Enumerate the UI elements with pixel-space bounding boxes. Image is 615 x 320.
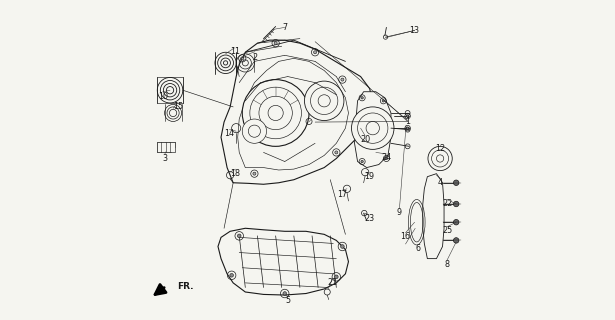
Text: 15: 15 xyxy=(173,102,183,111)
Polygon shape xyxy=(218,228,349,295)
Circle shape xyxy=(453,238,459,243)
Circle shape xyxy=(407,115,409,117)
Circle shape xyxy=(361,97,363,99)
Circle shape xyxy=(382,100,384,102)
Text: 19: 19 xyxy=(364,172,374,180)
Bar xyxy=(157,142,175,152)
Text: 10: 10 xyxy=(158,92,168,101)
Text: 22: 22 xyxy=(442,199,452,208)
Circle shape xyxy=(240,57,244,60)
Circle shape xyxy=(341,245,344,248)
Polygon shape xyxy=(423,174,444,259)
Text: 1: 1 xyxy=(405,117,410,126)
Text: 3: 3 xyxy=(162,154,167,163)
Text: 12: 12 xyxy=(435,144,445,153)
Text: 17: 17 xyxy=(337,190,347,199)
Circle shape xyxy=(453,201,459,207)
Circle shape xyxy=(242,80,309,146)
Circle shape xyxy=(237,234,241,238)
Text: 18: 18 xyxy=(231,169,240,178)
Text: 14: 14 xyxy=(224,129,234,138)
Text: 2: 2 xyxy=(252,53,258,62)
Text: 9: 9 xyxy=(397,208,402,217)
Polygon shape xyxy=(157,142,175,152)
Text: 11: 11 xyxy=(229,47,240,56)
Circle shape xyxy=(341,78,344,81)
Text: 13: 13 xyxy=(410,26,419,35)
Circle shape xyxy=(304,81,344,121)
Text: 7: 7 xyxy=(282,23,287,32)
Text: 20: 20 xyxy=(360,135,370,144)
Text: 5: 5 xyxy=(285,296,290,305)
Text: FR.: FR. xyxy=(177,282,194,291)
Circle shape xyxy=(352,107,394,149)
Text: 21: 21 xyxy=(328,278,338,287)
Circle shape xyxy=(453,180,459,186)
Circle shape xyxy=(361,160,363,163)
Polygon shape xyxy=(221,40,373,184)
Text: 4: 4 xyxy=(438,178,443,187)
Text: 23: 23 xyxy=(364,214,374,223)
Polygon shape xyxy=(354,92,391,168)
Circle shape xyxy=(453,220,459,225)
Circle shape xyxy=(407,127,409,129)
Circle shape xyxy=(253,172,256,175)
Text: 6: 6 xyxy=(416,244,421,253)
Circle shape xyxy=(428,146,452,171)
Circle shape xyxy=(274,42,277,45)
Circle shape xyxy=(230,274,234,277)
Text: 25: 25 xyxy=(442,226,452,235)
Circle shape xyxy=(242,119,266,143)
Text: 16: 16 xyxy=(400,232,410,241)
Circle shape xyxy=(335,151,338,154)
Circle shape xyxy=(283,292,287,295)
Circle shape xyxy=(314,51,317,54)
Text: 8: 8 xyxy=(445,260,450,268)
Text: 24: 24 xyxy=(381,153,392,162)
Circle shape xyxy=(385,157,387,160)
Circle shape xyxy=(335,275,338,279)
